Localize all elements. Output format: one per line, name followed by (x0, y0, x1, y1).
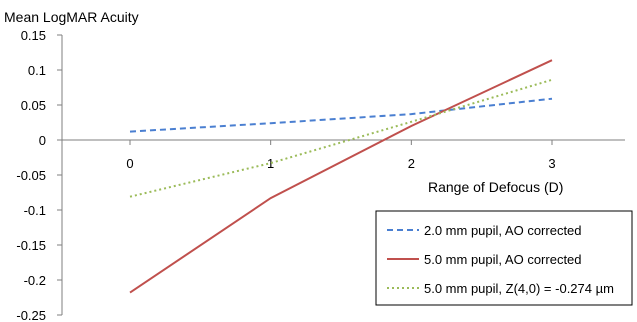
y-tick-label: 0.05 (21, 98, 46, 113)
y-tick-label: 0.1 (28, 63, 46, 78)
x-axis-title: Range of Defocus (D) (428, 179, 563, 195)
x-tick-label: 0 (126, 156, 133, 171)
x-tick-label: 1 (267, 156, 274, 171)
y-tick-label: -0.15 (16, 238, 46, 253)
x-tick-label: 2 (408, 156, 415, 171)
legend-label: 5.0 mm pupil, AO corrected (424, 252, 582, 267)
legend: 2.0 mm pupil, AO corrected 5.0 mm pupil, … (375, 210, 633, 306)
series-line-1 (129, 97, 553, 133)
y-tick-label: 0 (39, 133, 46, 148)
legend-label: 2.0 mm pupil, AO corrected (424, 223, 582, 238)
legend-label: 5.0 mm pupil, Z(4,0) = -0.274 µm (424, 281, 614, 296)
y-tick-label: -0.25 (16, 308, 46, 322)
y-axis-title: Mean LogMAR Acuity (4, 9, 139, 25)
y-tick-label: -0.2 (24, 273, 46, 288)
x-tick-label: 3 (548, 156, 555, 171)
series-lines (129, 59, 553, 294)
y-tick-label: -0.1 (24, 203, 46, 218)
x-axis-ticks: 0 1 2 3 (126, 140, 556, 171)
y-tick-label: -0.05 (16, 168, 46, 183)
y-tick-label: 0.15 (21, 28, 46, 43)
y-axis-ticks: 0.15 0.1 0.05 0 -0.05 -0.1 -0.15 -0.2 -0.25 (16, 28, 62, 322)
series-line-2 (129, 59, 553, 294)
